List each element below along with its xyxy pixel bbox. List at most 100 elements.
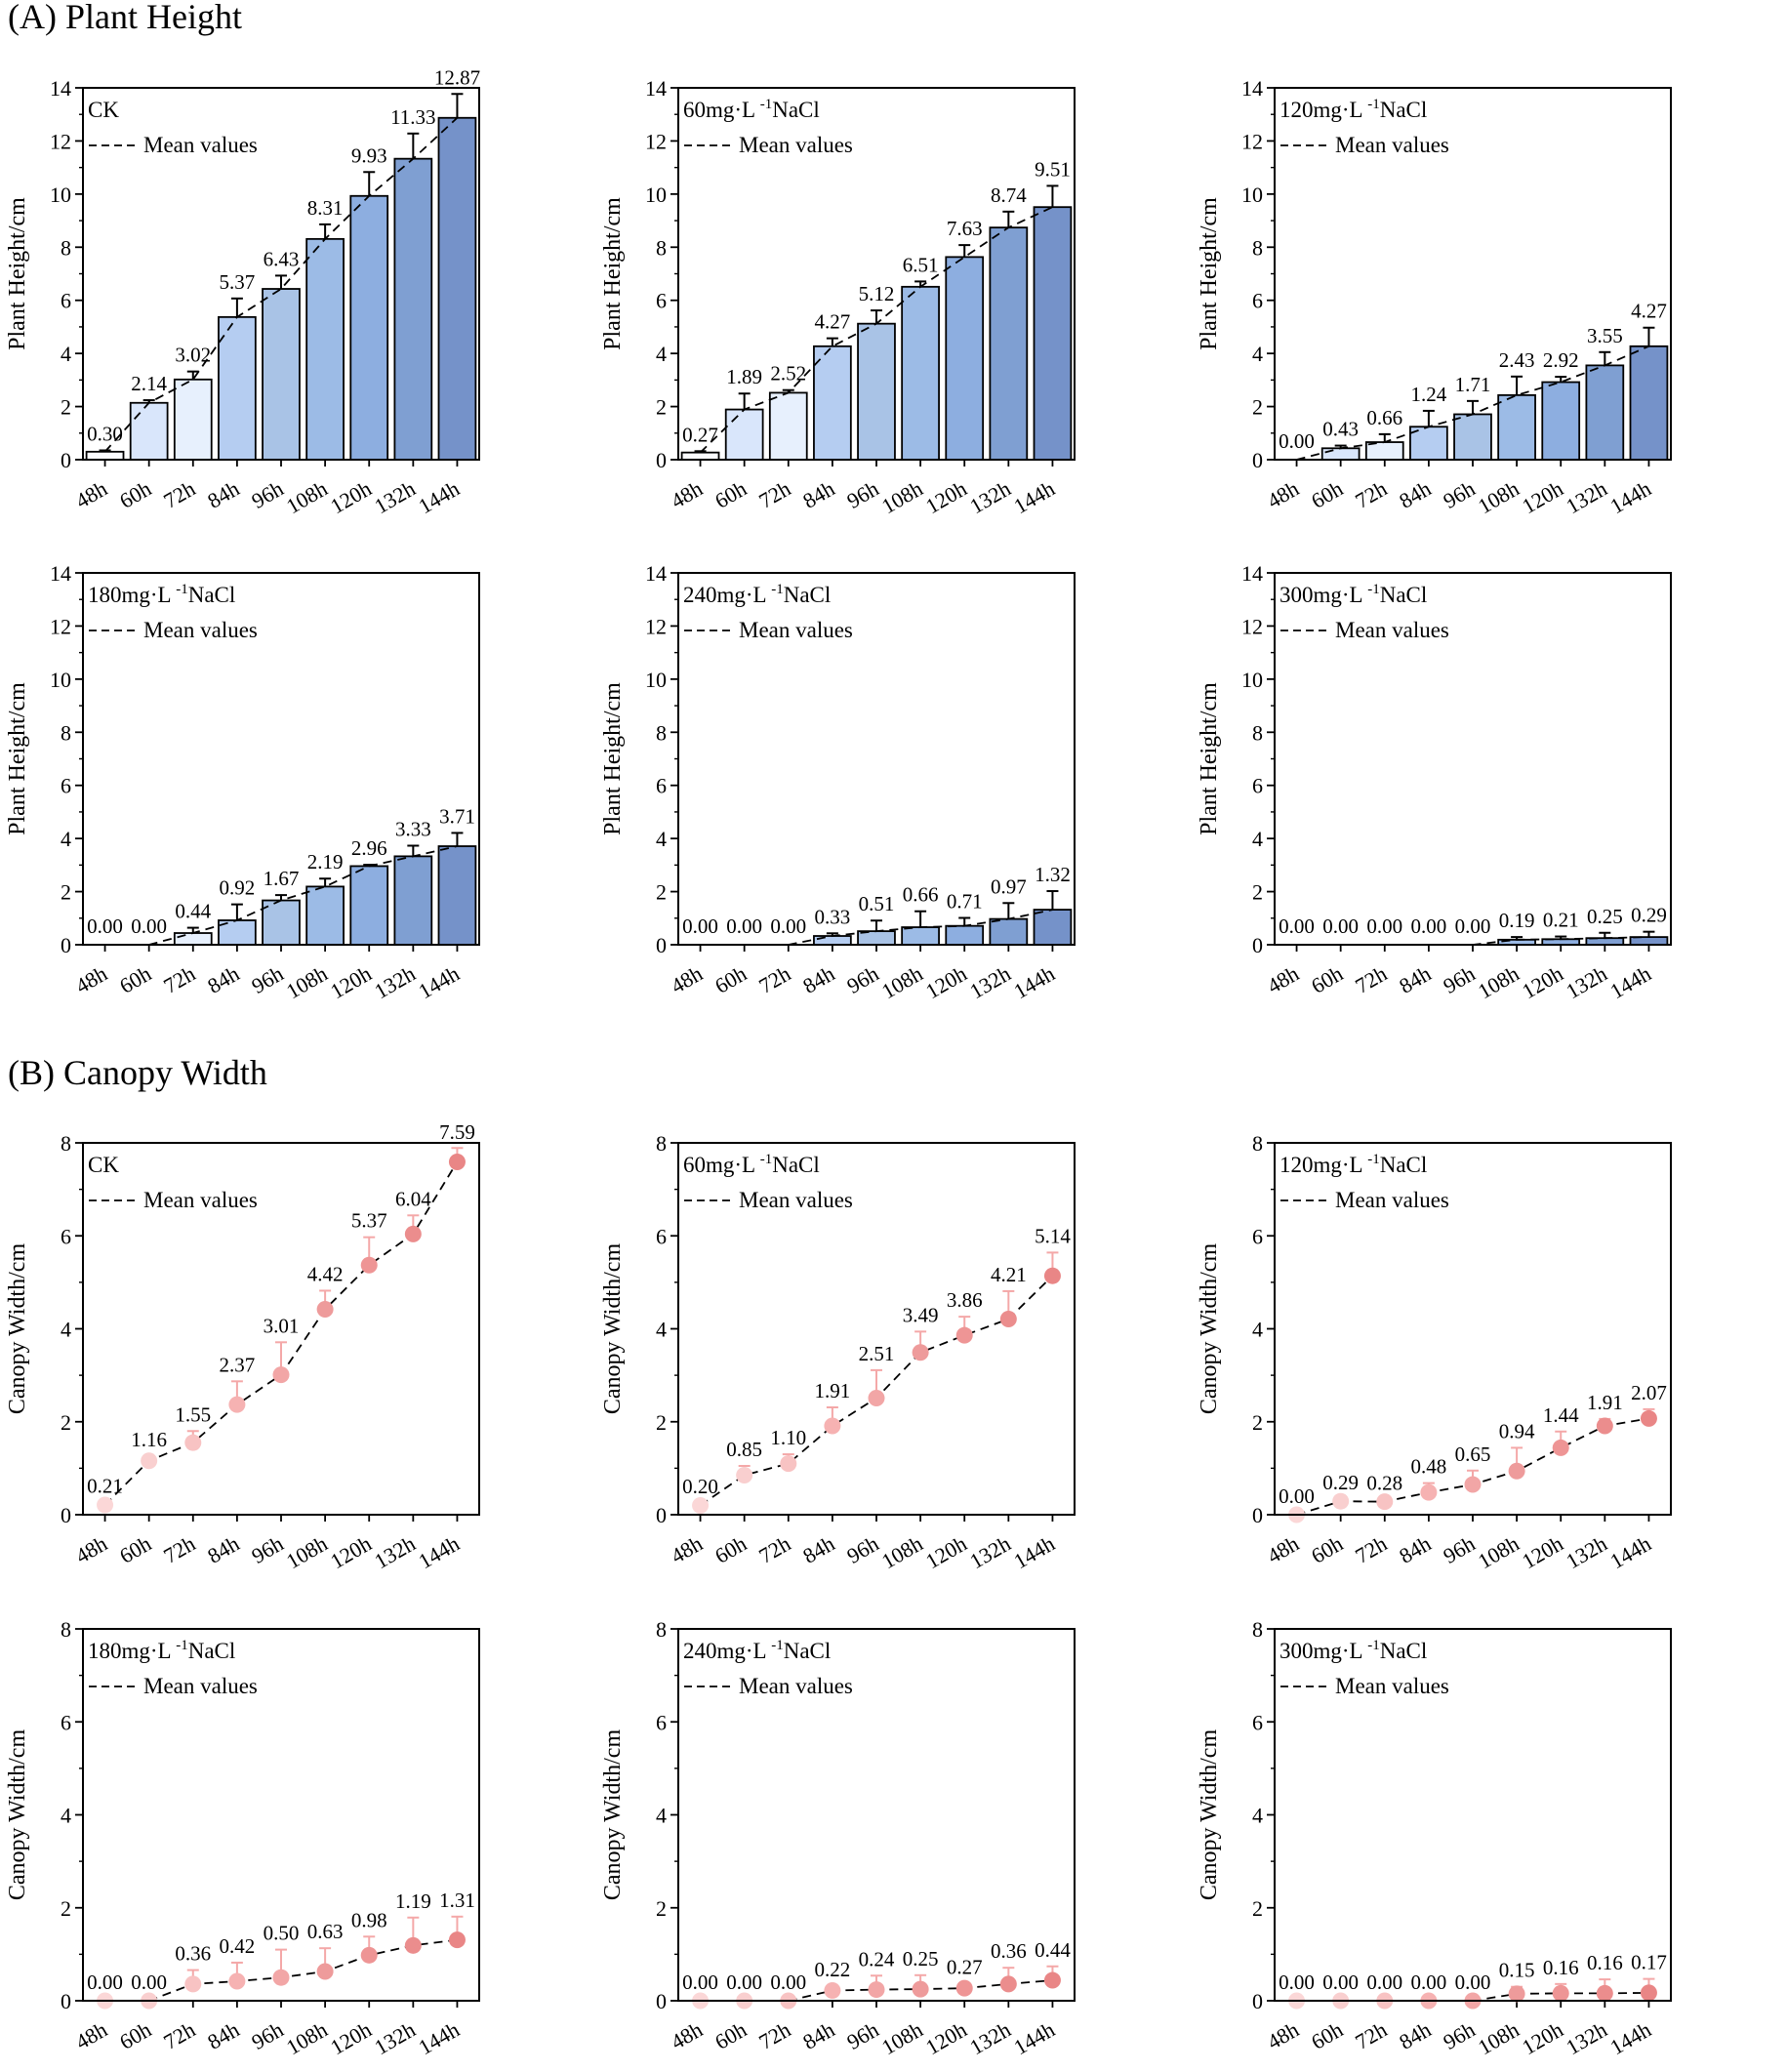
x-tick-label: 120h <box>921 961 971 1004</box>
y-axis-label: Canopy Width/cm <box>5 1729 30 1901</box>
x-tick-label: 132h <box>1562 476 1611 519</box>
bar <box>437 116 477 461</box>
y-tick-label: 4 <box>656 342 667 366</box>
bar <box>1453 413 1492 461</box>
x-tick-label: 144h <box>1009 476 1059 519</box>
y-tick-label: 6 <box>1252 774 1263 798</box>
x-tick-label: 96h <box>247 2017 287 2054</box>
x-tick-label: 144h <box>1605 961 1655 1004</box>
x-tick-label: 96h <box>842 2017 882 2054</box>
data-label: 0.00 <box>1279 1484 1315 1508</box>
data-label: 0.24 <box>859 1947 895 1970</box>
x-tick-label: 108h <box>1474 961 1523 1004</box>
bar <box>857 322 896 461</box>
y-tick-label: 14 <box>645 76 667 101</box>
data-point <box>1596 1417 1613 1435</box>
data-label: 8.31 <box>307 196 344 220</box>
y-tick-label: 2 <box>1252 880 1263 905</box>
x-tick-label: 48h <box>71 2017 111 2054</box>
y-tick-label: 2 <box>656 1896 667 1921</box>
data-label: 8.74 <box>991 183 1027 207</box>
x-tick-label: 72h <box>159 961 199 998</box>
x-tick-label: 144h <box>1009 961 1059 1004</box>
data-point <box>1043 1267 1061 1284</box>
panel-label: 240mg·L -1NaCl <box>683 582 831 607</box>
data-label: 0.00 <box>1455 1970 1491 1994</box>
legend-label: Mean values <box>1335 1188 1449 1212</box>
data-label: 0.00 <box>1411 914 1447 938</box>
panel-a-title: (A) Plant Height <box>8 0 242 36</box>
bar <box>129 401 169 461</box>
data-point <box>955 1979 973 1997</box>
data-label: 0.27 <box>682 423 718 446</box>
x-tick-label: 96h <box>247 476 287 513</box>
x-tick-label: 72h <box>754 2017 794 2054</box>
y-axis-label: Canopy Width/cm <box>1197 1243 1222 1415</box>
bar <box>173 378 213 461</box>
bar <box>724 408 764 461</box>
data-label: 0.00 <box>87 1970 123 1994</box>
y-tick-label: 8 <box>656 1131 667 1156</box>
x-tick-label: 96h <box>842 961 882 998</box>
bar <box>813 345 852 461</box>
x-tick-label: 60h <box>115 961 155 998</box>
plot-frame <box>1274 1142 1672 1516</box>
data-label: 1.24 <box>1411 383 1447 406</box>
y-tick-label: 8 <box>1252 1131 1263 1156</box>
data-label: 0.00 <box>131 1970 167 1994</box>
data-label: 0.48 <box>1411 1455 1447 1479</box>
y-tick-label: 14 <box>1241 561 1263 586</box>
plot-frame <box>82 572 480 946</box>
x-tick-label: 144h <box>414 476 464 519</box>
y-tick-label: 2 <box>61 880 71 905</box>
x-tick-label: 132h <box>370 2017 420 2060</box>
x-tick-label: 108h <box>877 1531 927 1574</box>
x-tick-label: 132h <box>1562 2017 1611 2060</box>
data-label: 0.29 <box>1322 1471 1359 1494</box>
x-tick-label: 144h <box>1605 2017 1655 2060</box>
data-label: 0.00 <box>682 914 718 938</box>
y-tick-label: 0 <box>1252 1503 1263 1527</box>
data-label: 1.89 <box>726 365 762 388</box>
data-point <box>316 1300 334 1318</box>
x-tick-label: 72h <box>754 1531 794 1568</box>
bar <box>218 315 257 461</box>
data-label: 0.00 <box>1322 914 1359 938</box>
data-label: 0.44 <box>175 900 211 923</box>
data-label: 0.43 <box>1322 418 1359 441</box>
x-tick-label: 132h <box>965 1531 1015 1574</box>
mean-line <box>103 117 459 453</box>
data-label: 2.51 <box>859 1342 895 1365</box>
y-tick-label: 0 <box>656 1989 667 2013</box>
x-tick-label: 72h <box>1351 961 1391 998</box>
data-label: 4.27 <box>815 310 851 334</box>
bar <box>262 288 301 461</box>
legend-label: Mean values <box>739 618 853 642</box>
data-point <box>1332 1492 1350 1510</box>
data-label: 0.00 <box>770 914 806 938</box>
plot-frame <box>1274 572 1672 946</box>
data-label: 0.29 <box>1631 904 1667 927</box>
data-label: 2.96 <box>351 836 387 860</box>
data-label: 0.63 <box>307 1920 344 1943</box>
data-label: 0.98 <box>351 1908 387 1931</box>
data-label: 0.15 <box>1499 1959 1535 1982</box>
data-label: 4.42 <box>307 1262 344 1285</box>
y-tick-label: 2 <box>61 1896 71 1921</box>
legend-label: Mean values <box>739 133 853 157</box>
y-tick-label: 6 <box>1252 289 1263 313</box>
data-label: 1.44 <box>1543 1403 1579 1427</box>
data-point <box>868 1981 885 1999</box>
data-point <box>912 1344 929 1361</box>
data-label: 0.22 <box>815 1958 851 1981</box>
y-tick-label: 10 <box>50 668 71 692</box>
data-label: 0.16 <box>1587 1951 1623 1974</box>
data-label: 1.71 <box>1455 373 1491 396</box>
bar <box>437 845 477 946</box>
x-tick-label: 120h <box>921 2017 971 2060</box>
x-tick-label: 72h <box>1351 476 1391 513</box>
data-point <box>780 1455 797 1473</box>
x-tick-label: 84h <box>203 476 243 513</box>
